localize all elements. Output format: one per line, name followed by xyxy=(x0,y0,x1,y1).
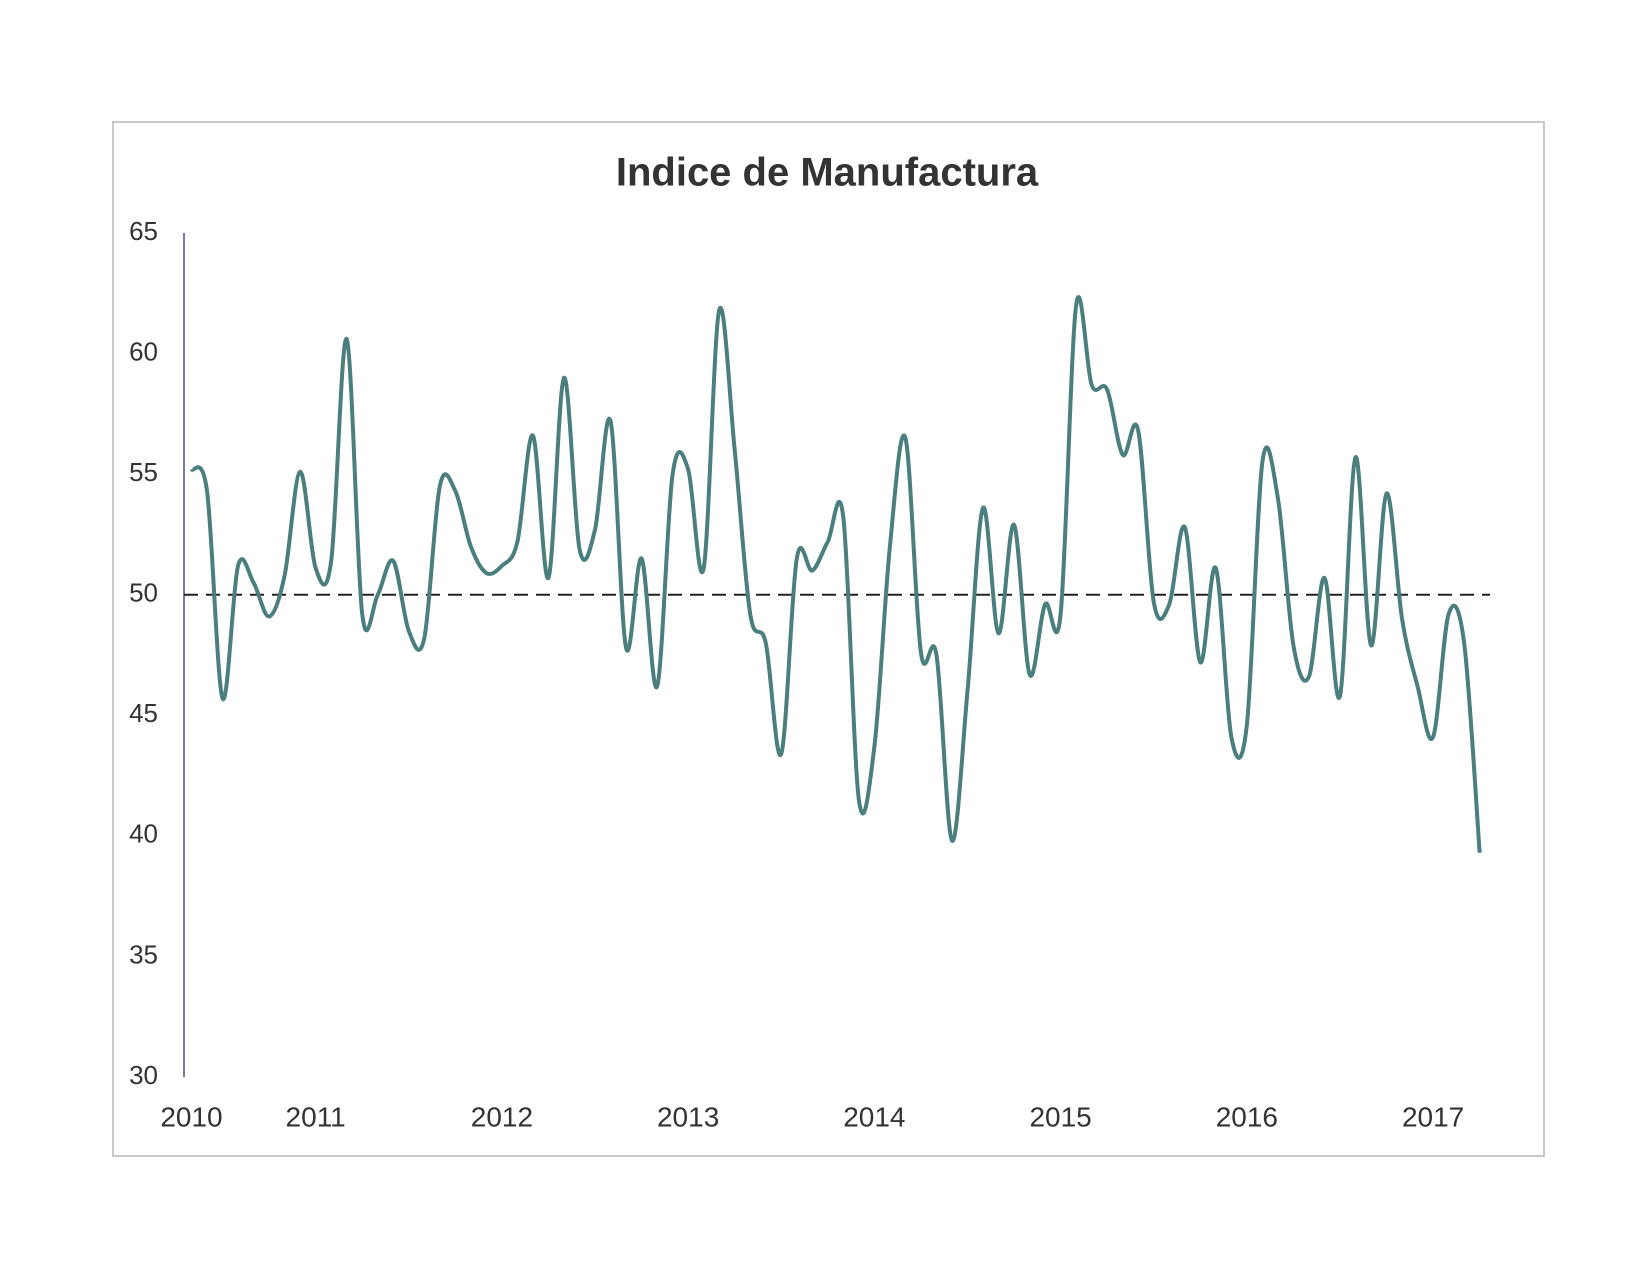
x-tick-label: 2013 xyxy=(657,1101,719,1132)
y-tick-label: 50 xyxy=(129,578,158,608)
chart-frame xyxy=(112,121,1545,1157)
x-tick-label: 2011 xyxy=(286,1101,346,1132)
y-tick-label: 30 xyxy=(129,1060,158,1090)
line xyxy=(189,294,1482,853)
x-tick-label: 2012 xyxy=(471,1101,533,1132)
x-tick-label: 2014 xyxy=(843,1101,905,1132)
y-tick-label: 45 xyxy=(129,698,158,728)
chart-title: Indice de Manufactura xyxy=(616,151,1039,195)
y-tick-label: 40 xyxy=(129,819,158,849)
x-tick-label: 2016 xyxy=(1216,1101,1278,1132)
y-tick-label: 35 xyxy=(129,939,158,969)
y-tick-label: 60 xyxy=(129,336,158,366)
y-tick-label: 55 xyxy=(129,457,158,487)
x-tick-label: 2010 xyxy=(160,1101,222,1132)
x-tick-label: 2017 xyxy=(1402,1101,1464,1132)
y-tick-label: 65 xyxy=(129,216,158,246)
x-tick-label: 2015 xyxy=(1029,1101,1091,1132)
